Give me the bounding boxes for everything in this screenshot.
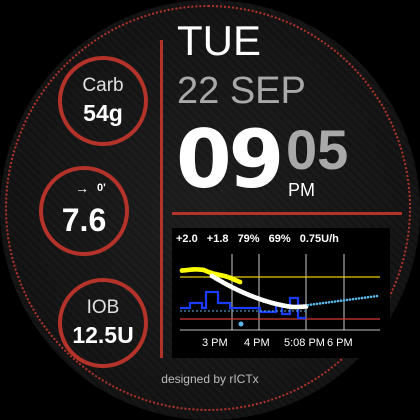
forecast-dot bbox=[369, 295, 373, 299]
forecast-dot bbox=[312, 302, 316, 306]
dotted-bezel-ring bbox=[5, 5, 411, 411]
horizontal-divider bbox=[172, 212, 402, 215]
glucose-value: 7.6 bbox=[61, 202, 107, 238]
time-label-now: 5:08 PM bbox=[284, 337, 325, 349]
forecast-dot bbox=[375, 294, 379, 298]
time-label-4pm: 4 PM bbox=[244, 337, 270, 349]
time-label-6pm: 6 PM bbox=[327, 337, 353, 349]
forecast-dot bbox=[309, 303, 313, 306]
forecast-dot bbox=[351, 297, 355, 301]
forecast-dot bbox=[348, 298, 352, 301]
forecast-dot bbox=[330, 300, 334, 304]
vertical-divider bbox=[160, 40, 163, 358]
forecast-dots bbox=[306, 294, 379, 307]
basal-rate-stat: 0.75U/h bbox=[299, 233, 339, 245]
percent-stat-1: 79% bbox=[237, 233, 260, 245]
glucose-graph[interactable]: 3 PM 4 PM 5:08 PM 6 PM +2.0 +1.8 79% 69%… bbox=[172, 228, 390, 358]
forecast-dot bbox=[372, 295, 376, 298]
forecast-dot bbox=[342, 299, 346, 302]
percent-stat-2: 69% bbox=[268, 233, 291, 245]
glucose-complication[interactable]: → 0' 7.6 bbox=[39, 166, 129, 256]
forecast-dot bbox=[324, 301, 328, 304]
delta-stat-2: +1.8 bbox=[206, 233, 229, 245]
iob-value: 12.5U bbox=[72, 322, 134, 348]
carbs-value: 54g bbox=[83, 100, 123, 126]
day-of-week: TUE bbox=[177, 17, 261, 64]
date: 22 SEP bbox=[177, 70, 306, 112]
forecast-dot bbox=[339, 299, 343, 303]
forecast-dot bbox=[327, 300, 331, 304]
forecast-dot bbox=[360, 296, 364, 300]
carbs-label: Carb bbox=[82, 75, 124, 96]
forecast-dot bbox=[366, 295, 370, 299]
forecast-dot bbox=[315, 302, 319, 306]
clock-ampm: PM bbox=[288, 180, 315, 200]
forecast-dot bbox=[363, 296, 367, 299]
clock-hour: 09 bbox=[176, 113, 284, 206]
iob-label: IOB bbox=[86, 297, 120, 318]
forecast-dot bbox=[306, 303, 310, 307]
glucose-age: 0' bbox=[97, 182, 106, 194]
delta-stat-1: +2.0 bbox=[176, 233, 198, 245]
forecast-dot bbox=[336, 299, 340, 303]
bolus-marker bbox=[238, 321, 244, 327]
glucose-readings bbox=[209, 273, 309, 310]
forecast-dot bbox=[321, 301, 325, 305]
forecast-dot bbox=[333, 300, 337, 303]
carbs-complication[interactable]: Carb 54g bbox=[58, 56, 148, 146]
forecast-dot bbox=[345, 298, 349, 302]
iob-complication[interactable]: IOB 12.5U bbox=[58, 278, 148, 368]
graph-canvas: 3 PM 4 PM 5:08 PM 6 PM bbox=[179, 254, 380, 349]
prediction-dot bbox=[237, 279, 243, 285]
time-label-3pm: 3 PM bbox=[202, 337, 228, 349]
clock-minute: 05 bbox=[286, 118, 349, 181]
designer-credit: designed by rICTx bbox=[161, 372, 259, 386]
forecast-dot bbox=[357, 297, 361, 300]
forecast-dot bbox=[318, 302, 322, 305]
trend-arrow-icon: → bbox=[75, 180, 89, 196]
graph-stats: +2.0 +1.8 79% 69% 0.75U/h bbox=[176, 233, 345, 245]
forecast-dot bbox=[354, 297, 358, 301]
